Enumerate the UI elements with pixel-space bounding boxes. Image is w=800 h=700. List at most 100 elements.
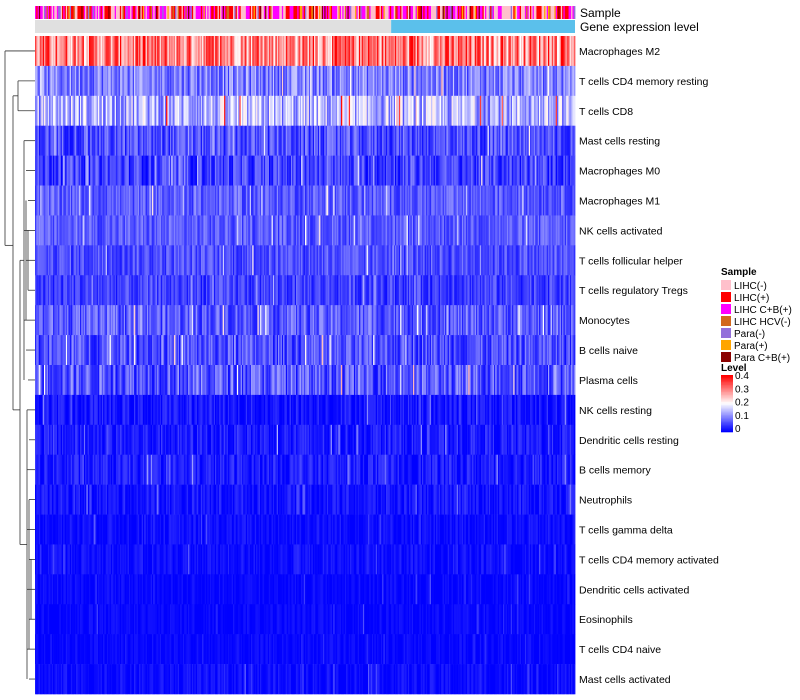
- heatmap-cell: [76, 36, 78, 67]
- sample-cell: [236, 6, 239, 19]
- heatmap-cell: [253, 125, 256, 156]
- heatmap-cell: [504, 155, 506, 186]
- heatmap-cell: [494, 95, 496, 127]
- heatmap-cell: [562, 305, 564, 336]
- heatmap-cell: [204, 275, 207, 306]
- sample-cell: [238, 6, 240, 19]
- heatmap-cell: [122, 245, 125, 276]
- heatmap-cell: [188, 65, 190, 97]
- sample-cell: [445, 6, 447, 19]
- heatmap-cell: [209, 185, 212, 216]
- heatmap-cell: [155, 215, 158, 246]
- heatmap-cell: [270, 215, 272, 246]
- sample-cell: [469, 6, 472, 19]
- heatmap-cell: [227, 335, 230, 366]
- heatmap-cell: [315, 245, 317, 276]
- heatmap-cell: [515, 155, 518, 186]
- heatmap-cell: [365, 215, 368, 246]
- heatmap-cell: [134, 36, 136, 67]
- heatmap-cell: [92, 155, 95, 186]
- heatmap-cell: [110, 335, 113, 366]
- heatmap-cell: [416, 305, 419, 336]
- heatmap-cell: [496, 65, 499, 97]
- heatmap-cell: [212, 65, 215, 97]
- heatmap-cell: [504, 185, 506, 216]
- heatmap-cell: [143, 155, 145, 186]
- heatmap-cell: [541, 215, 544, 246]
- sample-cell: [526, 6, 528, 19]
- heatmap-cell: [140, 65, 143, 97]
- heatmap-cell: [168, 215, 171, 246]
- heatmap-cell: [271, 305, 274, 336]
- heatmap-cell: [343, 245, 346, 276]
- heatmap-cell: [126, 95, 128, 127]
- heatmap-cell: [433, 36, 436, 67]
- heatmap-cell: [155, 335, 158, 366]
- heatmap-cell: [305, 215, 307, 246]
- heatmap-cell: [407, 185, 410, 216]
- heatmap-cell: [396, 155, 398, 186]
- heatmap-cell: [351, 36, 353, 67]
- heatmap-cell: [280, 305, 283, 336]
- heatmap-cell: [293, 185, 296, 216]
- heatmap-cell: [63, 155, 65, 186]
- heatmap-cell: [346, 245, 348, 276]
- heatmap-cell: [278, 65, 280, 97]
- sample-cell: [73, 6, 76, 19]
- heatmap-cell: [307, 155, 310, 186]
- heatmap-cell: [512, 155, 514, 186]
- heatmap-cell: [311, 95, 314, 127]
- heatmap-cell: [240, 335, 243, 366]
- heatmap-cell: [263, 65, 266, 97]
- sample-cell: [233, 6, 235, 19]
- heatmap-cell: [546, 215, 549, 246]
- heatmap-cell: [290, 125, 293, 156]
- heatmap-cell: [225, 185, 227, 216]
- heatmap-cell: [414, 215, 416, 246]
- heatmap-cell: [496, 215, 499, 246]
- heatmap-cell: [485, 95, 487, 127]
- heatmap-cell: [298, 185, 301, 216]
- heatmap-cell: [407, 305, 410, 336]
- heatmap-cell: [208, 95, 211, 127]
- sample-cell: [127, 6, 130, 19]
- heatmap-cell: [236, 305, 239, 336]
- heatmap-cell: [105, 305, 108, 336]
- heatmap-cell: [319, 155, 321, 186]
- heatmap-cell: [379, 155, 382, 186]
- heatmap-cell: [356, 185, 359, 216]
- heatmap-cell: [94, 155, 96, 186]
- heatmap-cell: [209, 275, 212, 306]
- heatmap-cell: [171, 215, 173, 246]
- heatmap-cell: [63, 36, 65, 67]
- heatmap-cell: [266, 215, 269, 246]
- heatmap-cell: [275, 125, 278, 156]
- heatmap-cell: [292, 335, 294, 366]
- heatmap-cell: [486, 95, 488, 127]
- heatmap-cell: [130, 275, 132, 306]
- heatmap-cell: [150, 215, 153, 246]
- heatmap-cell: [164, 36, 167, 67]
- heatmap-cell: [230, 335, 233, 366]
- heatmap-cell: [374, 155, 377, 186]
- heatmap-cell: [113, 125, 116, 156]
- heatmap-cell: [202, 65, 204, 97]
- heatmap-cell: [292, 245, 294, 276]
- heatmap-cell: [458, 305, 460, 336]
- heatmap-cell: [249, 245, 252, 276]
- heatmap-cell: [103, 215, 105, 246]
- heatmap-cell: [311, 36, 314, 67]
- heatmap-cell: [236, 275, 239, 306]
- sample-cell: [368, 6, 370, 19]
- sample-cell: [465, 6, 468, 19]
- heatmap-cell: [209, 36, 212, 67]
- heatmap-cell: [521, 245, 523, 276]
- heatmap-cell: [103, 155, 105, 186]
- heatmap-cell: [461, 155, 464, 186]
- heatmap-cell: [364, 185, 366, 216]
- heatmap-cell: [526, 155, 528, 186]
- heatmap-cell: [324, 215, 326, 246]
- sample-cell: [222, 6, 225, 19]
- heatmap-cell: [258, 305, 261, 336]
- heatmap-cell: [413, 245, 415, 276]
